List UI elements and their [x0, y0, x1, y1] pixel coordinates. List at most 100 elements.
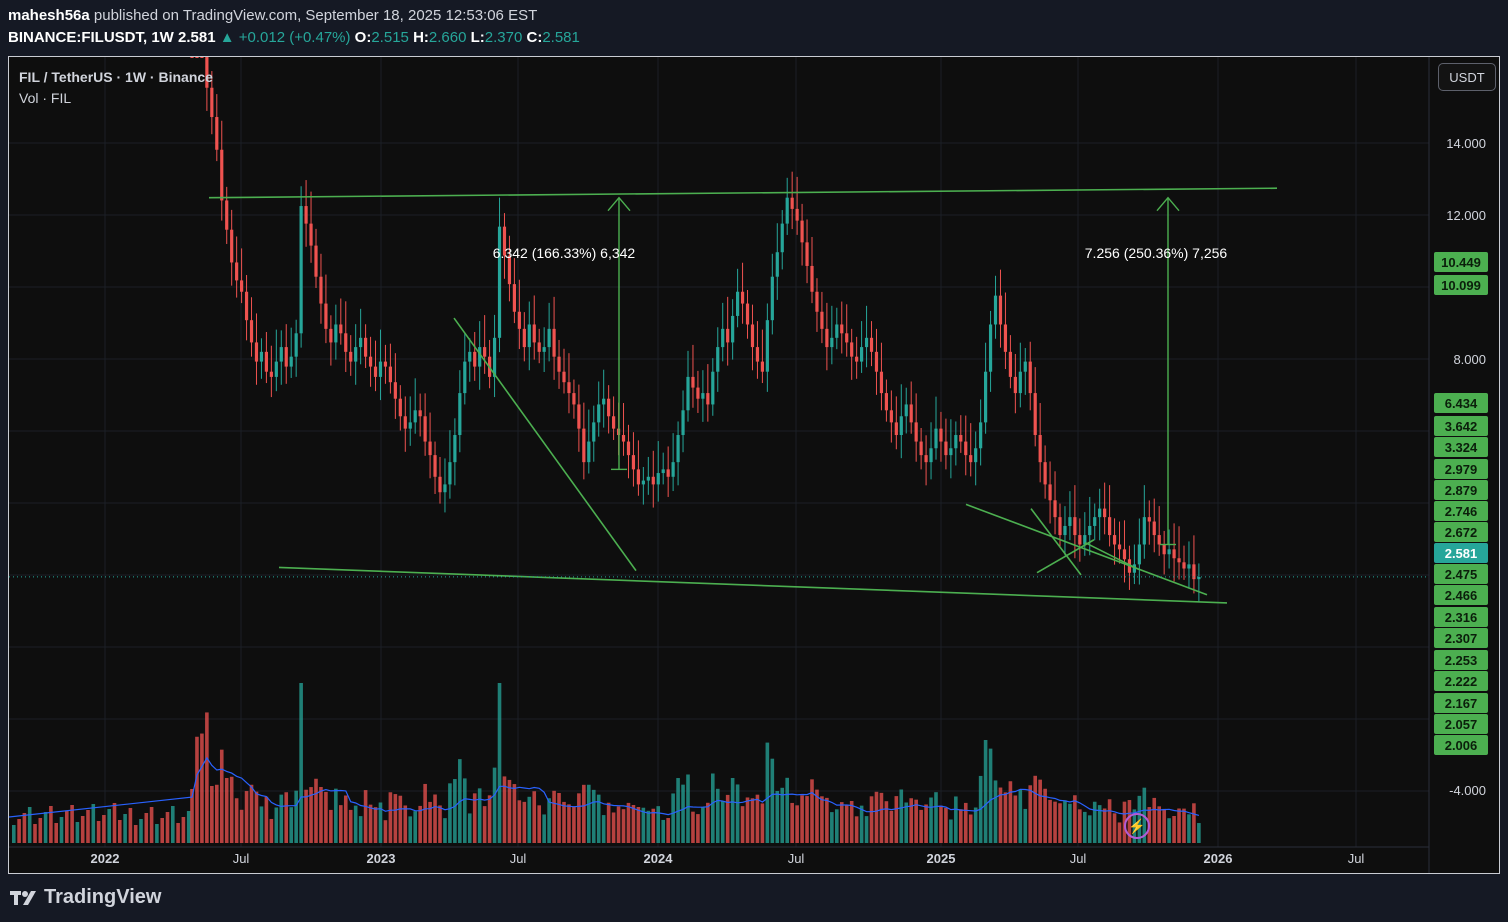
candle-body — [979, 422, 983, 449]
volume-bar — [1157, 806, 1161, 843]
candle-body — [820, 311, 824, 329]
candle-body — [840, 324, 844, 334]
support-line — [278, 566, 1228, 604]
volume-bar — [249, 784, 254, 843]
wedge-inner-line — [1036, 539, 1095, 574]
candle-body — [988, 324, 993, 372]
volume-bar — [363, 790, 368, 843]
volume-bar — [186, 811, 191, 843]
candle-body — [398, 398, 402, 417]
volume-bar — [775, 791, 780, 843]
volume-bar — [874, 791, 879, 843]
candle-body — [716, 347, 720, 372]
volume-bar — [696, 814, 700, 843]
flash-icon[interactable]: ⚡ — [1124, 813, 1150, 839]
candle-body — [428, 441, 432, 456]
volume-bar — [879, 792, 884, 843]
chart-area[interactable]: 6.342 (166.33%) 6,342 7.256 (250.36%) 7,2… — [8, 56, 1500, 874]
volume-bar — [904, 802, 909, 843]
candle-body — [378, 361, 383, 377]
candle-body — [1063, 525, 1067, 536]
volume-bar — [745, 797, 750, 843]
volume-bar — [914, 799, 918, 843]
candle-body — [240, 280, 244, 292]
volume-bar — [656, 806, 661, 843]
candle-body — [1038, 435, 1042, 463]
high-label: H: — [413, 29, 429, 46]
volume-bar — [497, 683, 502, 843]
candle-body — [1157, 535, 1161, 545]
legend-volume[interactable]: Vol · FIL — [19, 90, 72, 106]
annotation-label: 7.256 (250.36%) 7,256 — [1085, 245, 1228, 261]
candle-body — [904, 404, 908, 417]
candle-body — [582, 428, 586, 463]
price-chart[interactable]: 6.342 (166.33%) 6,342 7.256 (250.36%) 7,2… — [9, 57, 1499, 873]
volume-bar — [1023, 808, 1028, 843]
volume-bar — [487, 795, 492, 843]
volume-bar — [54, 823, 58, 843]
volume-bar — [1097, 805, 1102, 843]
candle-body — [602, 398, 606, 405]
tradingview-logo[interactable]: TradingView — [10, 886, 161, 909]
volume-bar — [542, 814, 546, 843]
volume-bar — [80, 816, 85, 843]
candle-body — [959, 435, 963, 442]
price-label: 6.434 — [1445, 396, 1478, 411]
candle-body — [423, 416, 427, 442]
volume-bar — [1182, 808, 1186, 843]
candle-body — [1167, 549, 1171, 555]
price-label: 10.099 — [1441, 278, 1481, 293]
high-value: 2.660 — [428, 29, 467, 46]
volume-bar — [195, 736, 199, 843]
volume-bar — [552, 790, 556, 843]
volume-bar — [715, 788, 720, 843]
volume-bar — [582, 784, 586, 843]
candle-body — [492, 337, 497, 377]
author-name[interactable]: mahesh56a — [8, 7, 90, 24]
volume-bar — [443, 818, 447, 843]
candle-body — [562, 371, 566, 383]
candle-body — [200, 57, 204, 58]
candle-body — [463, 361, 467, 394]
x-tick-label: Jul — [1348, 851, 1365, 866]
candle-body — [909, 404, 913, 423]
candle-body — [334, 324, 338, 343]
price-label-box — [1434, 416, 1488, 436]
candle-body — [269, 371, 273, 377]
legend-title[interactable]: FIL / TetherUS · 1W · Binance — [19, 69, 213, 85]
candle-body — [314, 245, 318, 277]
candle-body — [1003, 324, 1008, 352]
volume-bar — [75, 822, 80, 843]
volume-bar — [502, 776, 507, 843]
volume-bar — [289, 807, 293, 843]
volume-bar — [1068, 803, 1072, 843]
volume-bar — [815, 789, 819, 843]
resistance-line — [208, 187, 1278, 199]
candle-body — [607, 398, 611, 417]
candle-body — [597, 404, 601, 423]
candle-body — [874, 351, 879, 372]
volume-bar — [596, 794, 601, 843]
candle-body — [190, 57, 194, 58]
candle-body — [205, 57, 209, 88]
candle-body — [1177, 558, 1181, 563]
candle-body — [1122, 549, 1127, 560]
volume-bar — [343, 795, 348, 843]
candle-body — [1162, 544, 1166, 555]
candle-body — [572, 393, 576, 405]
change-arrow-icon: ▲ — [219, 29, 235, 46]
volume-bar — [165, 812, 170, 843]
volume-bar — [388, 792, 393, 843]
volume-bar — [59, 817, 64, 843]
volume-bar — [587, 784, 591, 843]
price-label-box — [1434, 501, 1488, 521]
volume-ma-line — [9, 756, 1200, 818]
volume-bar — [557, 793, 561, 843]
candle-body — [790, 197, 794, 209]
volume-bar — [929, 797, 933, 843]
candle-body — [671, 462, 675, 477]
currency-button[interactable]: USDT — [1438, 63, 1496, 91]
candle-body — [998, 295, 1003, 325]
candle-body — [527, 324, 531, 348]
volume-bar — [740, 806, 745, 843]
